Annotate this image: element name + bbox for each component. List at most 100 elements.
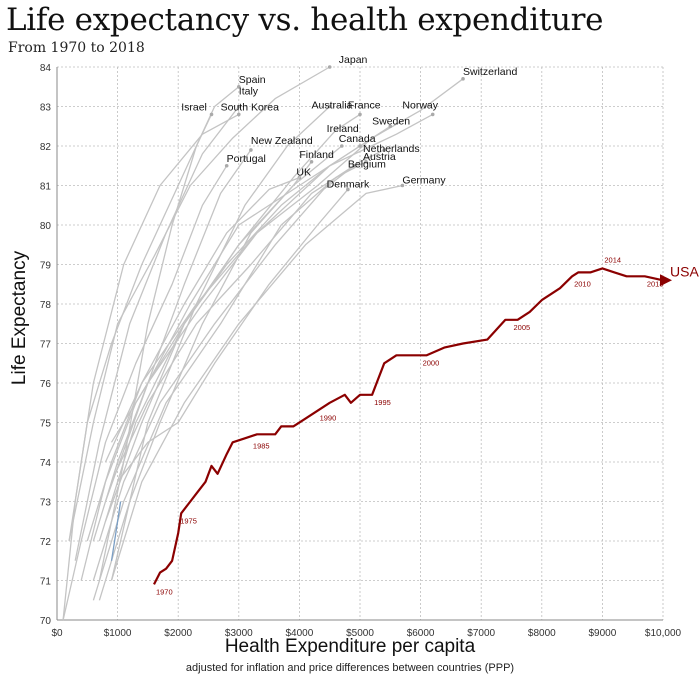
x-axis-sublabel: adjusted for inflation and price differe… (185, 662, 515, 674)
chart-subtitle: From 1970 to 2018 (8, 40, 145, 56)
series-line (117, 188, 349, 483)
x-tick-label: $4000 (285, 628, 313, 639)
year-label: 2010 (574, 279, 591, 288)
year-label: 1995 (374, 398, 391, 407)
year-label: 1990 (320, 414, 337, 423)
y-axis-label: Life Expectancy (9, 250, 30, 385)
y-tick-label: 82 (40, 142, 52, 153)
country-label: Denmark (327, 178, 370, 190)
country-label: Austria (363, 151, 396, 163)
series-end-point (388, 124, 393, 129)
series-end-point (237, 84, 241, 89)
country-label: Finland (299, 149, 334, 161)
series-line (110, 184, 403, 581)
series-end-point (461, 77, 465, 81)
year-label: 1970 (156, 587, 173, 596)
year-label: 1975 (180, 516, 197, 525)
country-label: New Zealand (251, 135, 313, 147)
country-label: Spain (239, 74, 266, 86)
series-end-point (358, 144, 362, 148)
series-end-point (400, 183, 405, 188)
series-line (98, 114, 213, 581)
country-label: Germany (402, 175, 446, 187)
y-tick-label: 70 (40, 616, 52, 627)
country-label: Australia (312, 99, 353, 111)
x-tick-label: $7000 (467, 628, 495, 639)
highlight-line: USA 1970 1975 1985 1990 1995 2000 2005 2010 2014 2… (153, 255, 699, 596)
usa-line (153, 267, 664, 585)
series-end-point (249, 148, 253, 152)
series-end-point (224, 163, 229, 168)
x-tick-label: $6000 (407, 628, 435, 639)
usa-arrow-icon (660, 274, 672, 287)
y-tick-label: 77 (40, 340, 52, 351)
year-label: 2005 (514, 323, 531, 332)
series-end-point (237, 104, 241, 109)
y-tick-label: 73 (40, 498, 52, 509)
country-label: UK (296, 167, 311, 179)
series-line (104, 78, 464, 502)
series-end-point (309, 160, 314, 164)
country-label: Israel (181, 101, 207, 113)
y-tick-label: 81 (40, 182, 52, 193)
x-tick-label: $8000 (528, 628, 556, 639)
country-label: South Korea (221, 101, 280, 113)
country-label: Belgium (348, 159, 386, 171)
x-tick-label: $0 (51, 628, 63, 639)
y-tick-label: 71 (40, 577, 52, 588)
country-label: Switzerland (463, 66, 517, 78)
series-end-point (340, 144, 344, 148)
x-tick-label: $2000 (164, 628, 192, 639)
series-end-point (430, 112, 435, 117)
country-label: Norway (402, 99, 438, 111)
series-line (104, 145, 361, 522)
year-label: 2000 (423, 358, 440, 367)
series-end-point (352, 163, 356, 168)
series-end-point (237, 112, 241, 117)
chart-title: Life expectancy vs. health expenditure (6, 2, 604, 38)
y-tick-label: 72 (40, 537, 52, 548)
series-line (110, 501, 122, 561)
series-line (86, 176, 300, 542)
y-tick-label: 80 (40, 221, 52, 232)
series-line (92, 161, 367, 601)
series-end-point (209, 112, 214, 117)
series-end-point (327, 104, 332, 109)
series-end-point (364, 160, 368, 164)
y-tick-label: 78 (40, 300, 52, 311)
year-label: 2014 (604, 255, 621, 264)
x-tick-label: $5000 (346, 628, 374, 639)
series-end-point (382, 148, 387, 152)
y-tick-label: 83 (40, 103, 52, 114)
country-label: Canada (339, 133, 376, 145)
y-tick-label: 74 (40, 458, 52, 469)
country-label: Netherlands (363, 143, 420, 155)
series-line (92, 149, 252, 542)
y-tick-label: 75 (40, 419, 52, 430)
year-label: 1985 (253, 441, 270, 450)
series-line (98, 161, 313, 601)
country-label: France (348, 99, 381, 111)
year-label: 2018 (647, 279, 664, 288)
country-label: Sweden (372, 115, 410, 127)
y-tick-label: 76 (40, 379, 52, 390)
country-label: Japan (339, 54, 368, 66)
series-line (62, 113, 240, 621)
series-end-point (358, 112, 362, 117)
country-label: Italy (239, 86, 259, 98)
series-line (62, 165, 228, 621)
series-line (92, 165, 355, 581)
series-line (68, 86, 240, 542)
country-label: Ireland (327, 123, 359, 135)
x-tick-label: $1000 (104, 628, 132, 639)
grid-lines (56, 66, 664, 621)
x-tick-label: $10,000 (645, 628, 682, 639)
usa-label: USA (670, 263, 699, 279)
series-line (74, 106, 240, 561)
country-label: Portugal (227, 153, 266, 165)
series-line (110, 149, 385, 483)
y-tick-label: 84 (40, 63, 52, 74)
country-lines (62, 65, 465, 621)
